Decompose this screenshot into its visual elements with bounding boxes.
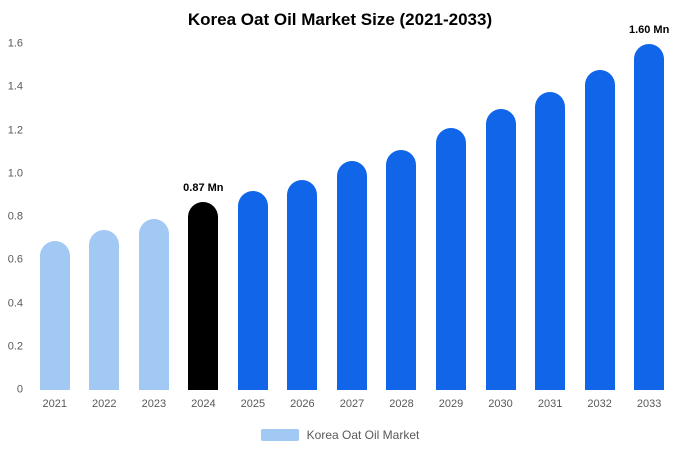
bar-2033 (634, 44, 665, 390)
bar-annotation-2033: 1.60 Mn (628, 24, 670, 36)
bar-2031 (535, 91, 566, 390)
legend-label: Korea Oat Oil Market (306, 428, 420, 442)
bar-slot-2021: 2021 (30, 44, 80, 410)
bar-2032 (584, 69, 615, 390)
bar-2023 (138, 219, 169, 390)
legend-swatch-icon (260, 429, 299, 441)
bar-slot-2029: 2029 (426, 44, 476, 410)
bar-slot-2027: 2027 (327, 44, 377, 410)
y-tick-label: 1.4 (7, 80, 23, 93)
bar-annotation-2024: 0.87 Mn (183, 181, 224, 194)
bar-2027 (336, 160, 367, 390)
bar-2029 (436, 128, 467, 390)
bar-slot-2025: 2025 (228, 44, 278, 410)
x-tick-label-2026: 2026 (290, 398, 315, 410)
bar-slot-2033: 1.60 Mn 2033 (624, 24, 674, 410)
chart-title: Korea Oat Oil Market Size (2021-2033) (187, 10, 493, 29)
x-tick-label-2022: 2022 (92, 398, 117, 410)
x-tick-label-2028: 2028 (389, 398, 414, 410)
x-tick-label-2030: 2030 (488, 398, 513, 410)
y-tick-label: 1.6 (7, 37, 23, 50)
bar-slot-2026: 2026 (278, 44, 328, 410)
y-tick-label: 1.2 (7, 124, 23, 136)
bar-slot-2024: 0.87 Mn 2024 (179, 44, 229, 410)
bar-slot-2028: 2028 (377, 44, 427, 410)
bar-2025 (237, 191, 268, 390)
bar-slot-2022: 2022 (80, 44, 130, 410)
legend-item[interactable]: Korea Oat Oil Market (0, 428, 680, 442)
y-tick-label: 0 (16, 383, 23, 396)
bar-slot-2031: 2031 (525, 44, 575, 410)
y-tick-label: 0.4 (7, 297, 23, 309)
plot-area: 2021 2022 2023 0.87 Mn 2024 2025 2026 2027 2028 2… (30, 24, 674, 410)
bar-slot-2032: 2032 (575, 44, 625, 410)
y-tick-label: 1.0 (7, 167, 23, 180)
bar-2030 (485, 108, 516, 390)
x-tick-label-2021: 2021 (42, 398, 68, 410)
x-tick-label-2032: 2032 (587, 398, 612, 410)
bar-2021 (39, 240, 70, 390)
bar-2024 (188, 201, 219, 390)
bar-2026 (287, 180, 318, 390)
bar-2022 (89, 229, 120, 390)
y-tick-label: 0.6 (7, 253, 23, 266)
y-axis: 0 0.2 0.4 0.6 0.8 1.0 1.2 1.4 1.6 (0, 38, 26, 395)
x-tick-label-2029: 2029 (438, 398, 464, 410)
x-tick-label-2023: 2023 (141, 398, 167, 410)
bar-slot-2030: 2030 (476, 44, 526, 410)
x-tick-label-2033: 2033 (636, 398, 662, 410)
x-tick-label-2024: 2024 (191, 398, 216, 410)
x-tick-label-2025: 2025 (240, 398, 266, 410)
bar-2028 (386, 149, 417, 390)
bar-slot-2023: 2023 (129, 44, 179, 410)
y-tick-label: 0.2 (7, 340, 23, 353)
x-tick-label-2027: 2027 (339, 398, 365, 410)
y-tick-label: 0.8 (7, 210, 23, 223)
x-tick-label-2031: 2031 (537, 398, 563, 410)
